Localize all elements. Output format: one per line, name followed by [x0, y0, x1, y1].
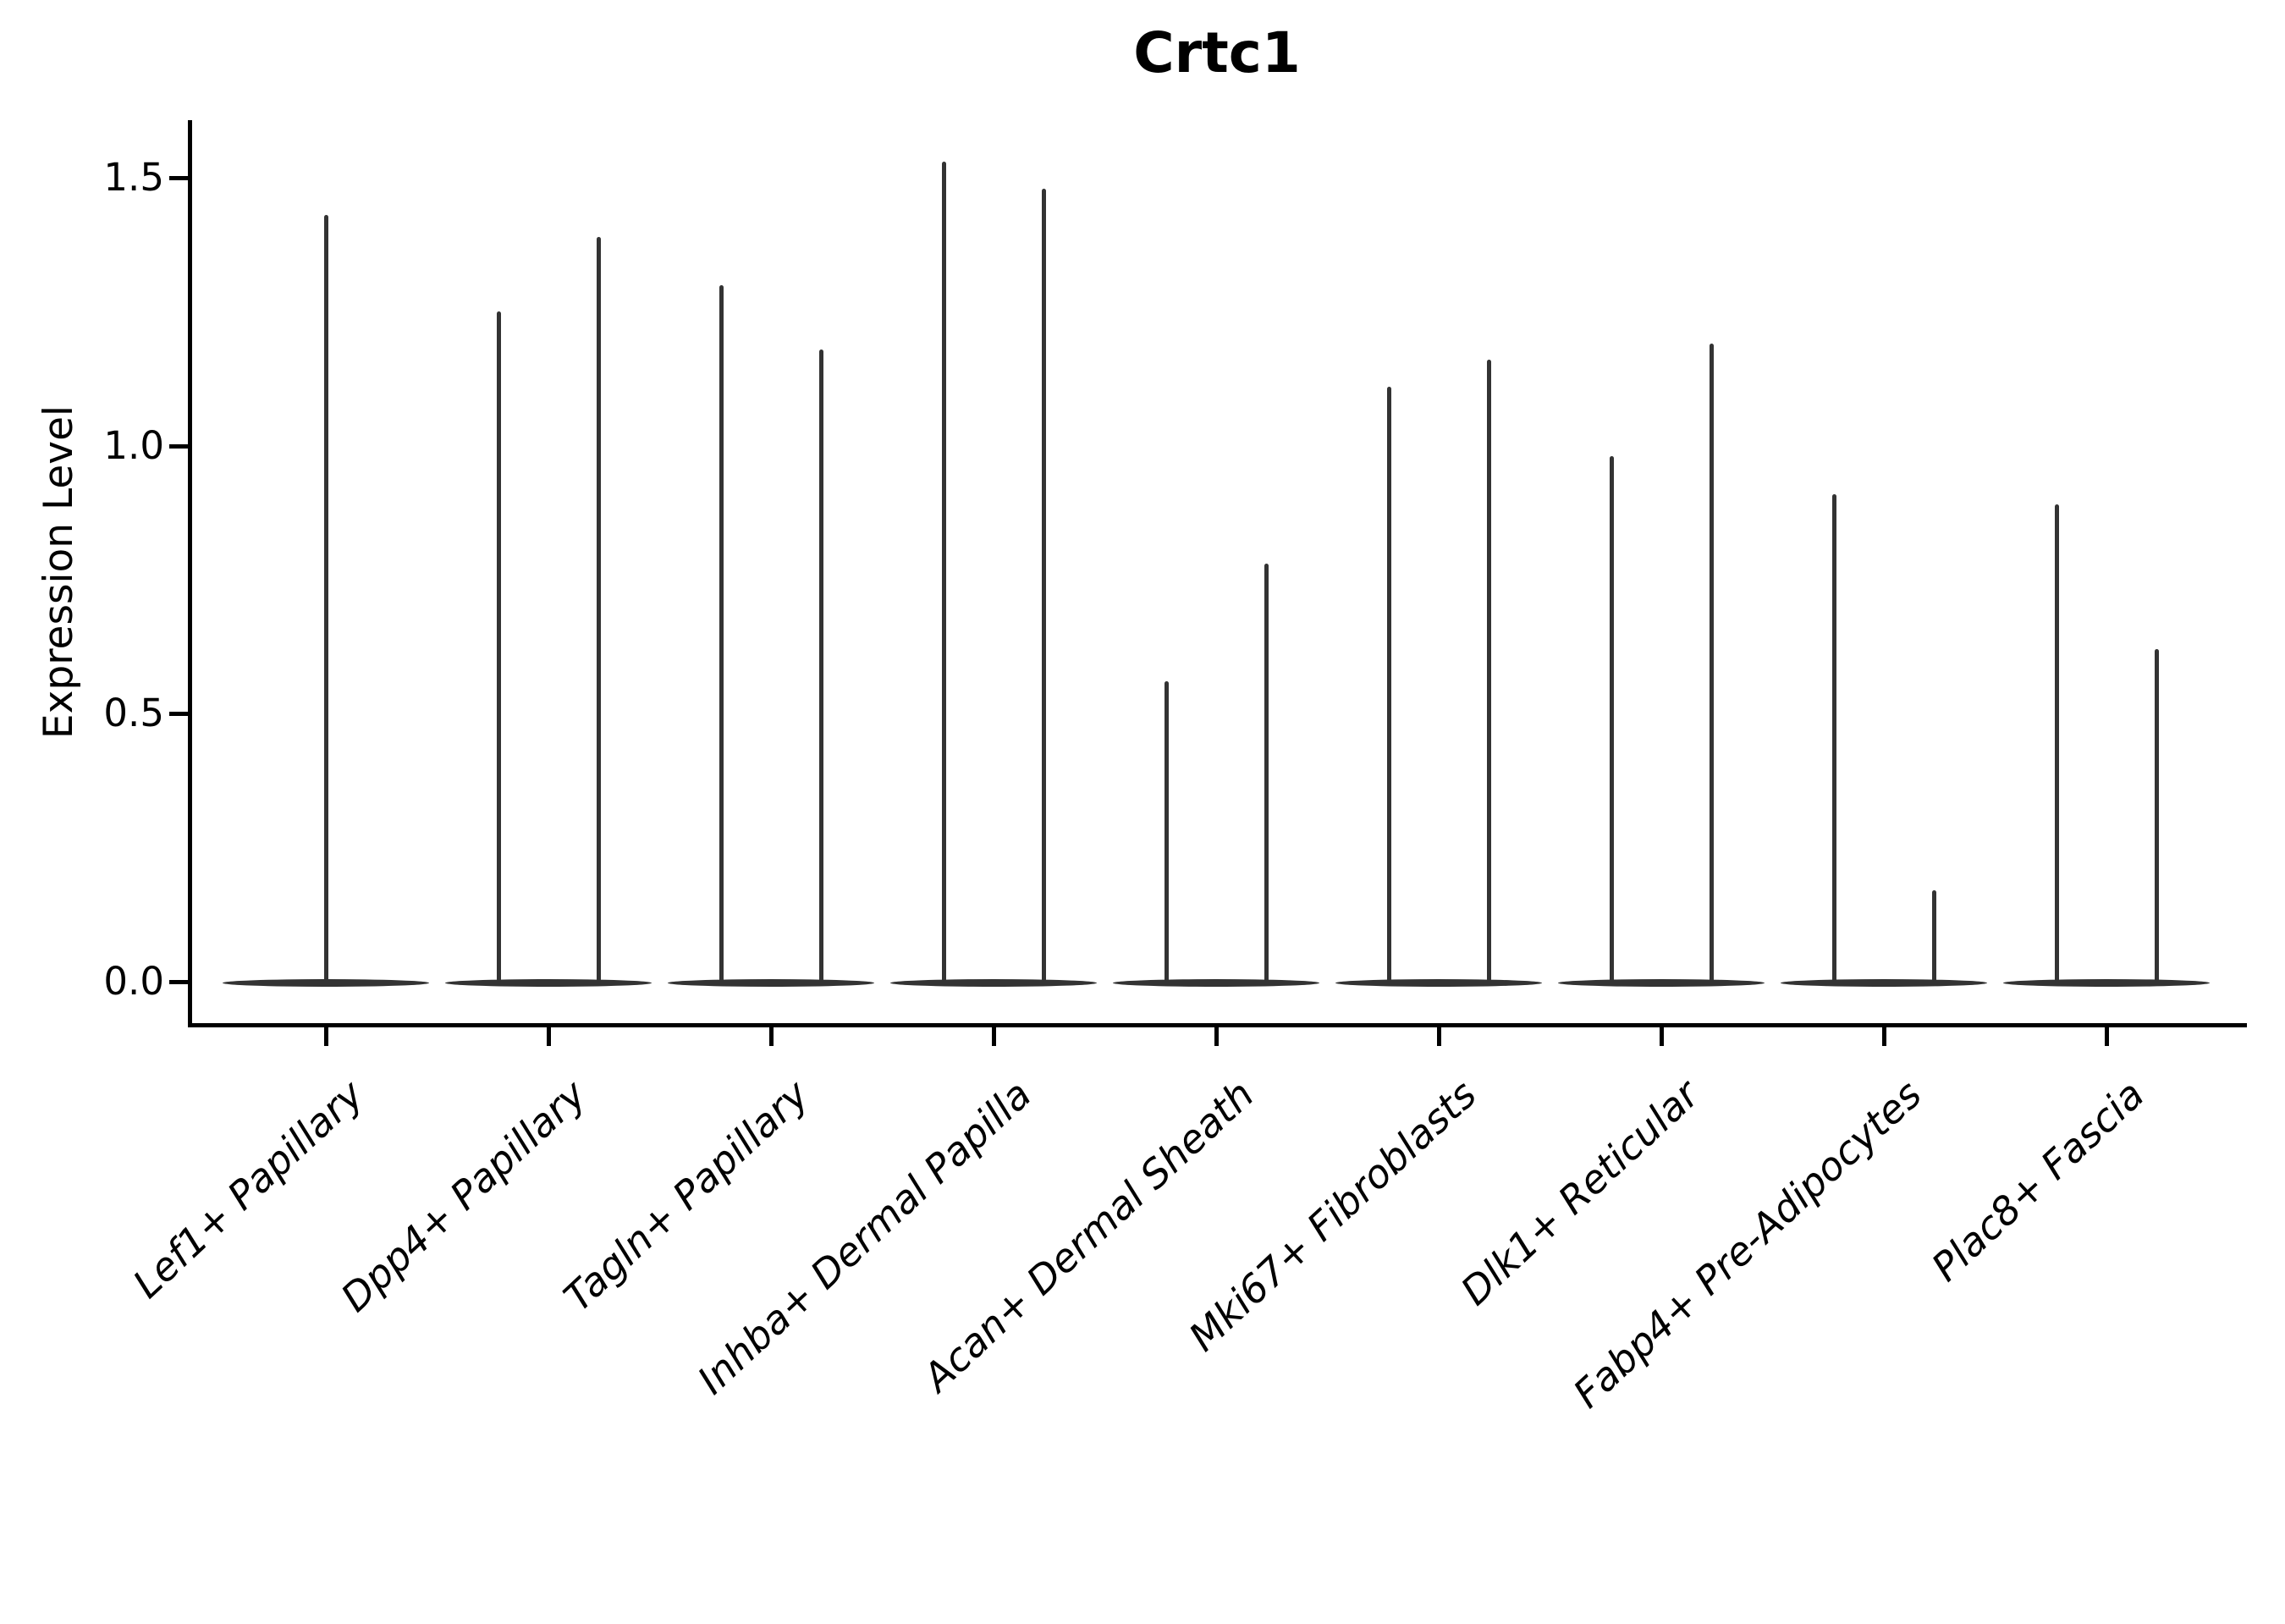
violin-spike [1609, 456, 1614, 985]
y-tick-label: 1.0 [103, 422, 164, 468]
violin-base [1781, 979, 1987, 987]
y-axis-label: Expression Level [36, 405, 82, 740]
y-tick-label: 1.5 [103, 155, 164, 200]
chart-title: Crtc1 [1133, 20, 1301, 85]
x-tick [547, 1026, 551, 1046]
violin-spike [2054, 504, 2059, 985]
x-tick [324, 1026, 328, 1046]
x-tick [1882, 1026, 1886, 1046]
violin-spike [1386, 387, 1391, 985]
x-tick [1214, 1026, 1219, 1046]
violin-spike [719, 284, 724, 985]
violin-base [445, 979, 652, 987]
y-tick-label: 0.0 [103, 959, 164, 1004]
x-tick [2105, 1026, 2109, 1046]
violin-base [1113, 979, 1319, 987]
violin-spike [1264, 564, 1269, 985]
y-axis-spine [188, 120, 192, 1027]
violin-spike [1041, 188, 1046, 985]
x-tick [1660, 1026, 1664, 1046]
violin-spike [1486, 360, 1491, 985]
violin-base [668, 979, 874, 987]
violin-spike [2154, 649, 2159, 985]
y-tick [169, 176, 188, 180]
violin-spike [496, 311, 501, 985]
violin-spike [1931, 890, 1936, 985]
y-tick [169, 980, 188, 984]
violin-spike [1831, 493, 1836, 985]
y-tick [169, 712, 188, 717]
y-tick-label: 0.5 [103, 691, 164, 736]
violin-base [2003, 979, 2210, 987]
violin-spike [323, 215, 328, 985]
x-tick [1437, 1026, 1441, 1046]
violin-base [1558, 979, 1765, 987]
violin-base [1335, 979, 1542, 987]
violin-spike [941, 162, 946, 985]
violin-spike [818, 349, 823, 985]
violin-spike [1164, 681, 1169, 985]
violin-base [890, 979, 1097, 987]
x-tick [992, 1026, 996, 1046]
x-axis-spine [188, 1023, 2247, 1027]
violin-spike [596, 236, 601, 985]
y-tick [169, 443, 188, 449]
x-tick [769, 1026, 774, 1046]
violin-plot-figure: Crtc1 Expression Level 0.0 0.5 1.0 1.5 Lef1+… [36, 20, 2247, 1417]
violin-spike [1709, 344, 1714, 985]
